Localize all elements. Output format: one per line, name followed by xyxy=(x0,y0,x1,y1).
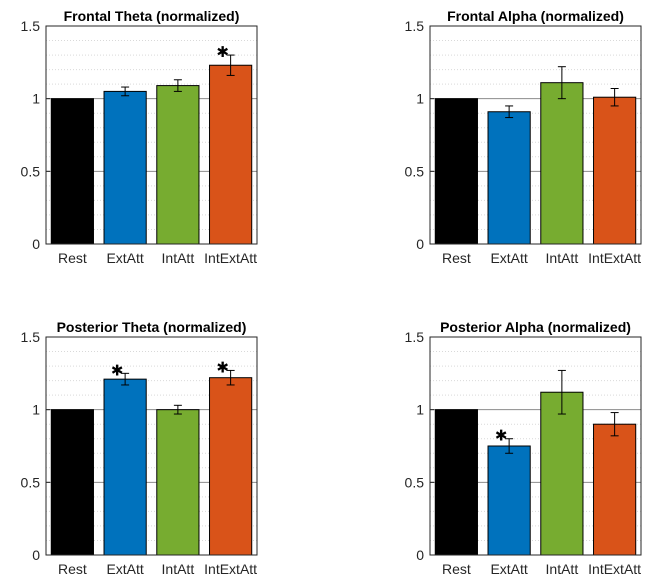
bar-intatt xyxy=(156,85,200,245)
x-tick-label: Rest xyxy=(442,250,471,266)
chart-title: Posterior Alpha (normalized) xyxy=(440,319,631,335)
y-tick-label: 0 xyxy=(416,236,424,252)
axes-box xyxy=(45,336,258,556)
y-tick-label: 1.5 xyxy=(405,329,425,345)
bar-intatt xyxy=(156,409,200,556)
frontal-theta-panel: Rest ExtAtt IntAtt ✱ IntExtAtt 0 0.5 1 1.5 Fronta… xyxy=(21,8,258,266)
axes-box xyxy=(429,25,642,245)
x-tick-label: IntAtt xyxy=(546,561,579,577)
x-tick-label: IntAtt xyxy=(162,250,195,266)
y-tick-label: 0.5 xyxy=(21,163,41,179)
bar-rest xyxy=(50,409,94,556)
error-bar xyxy=(557,369,566,415)
y-tick-label: 1 xyxy=(416,402,424,418)
x-tick-label: Rest xyxy=(442,561,471,577)
x-tick-label: IntExtAtt xyxy=(204,561,257,577)
axes-box xyxy=(45,25,258,245)
posterior-theta-panel: Rest ✱ ExtAtt IntAtt ✱ IntExtAtt 0 0.5 1 1.5 Poste… xyxy=(21,319,258,577)
bar-rest xyxy=(434,409,478,556)
error-bar xyxy=(610,412,619,437)
error-bar xyxy=(610,87,619,107)
x-tick-label: Rest xyxy=(58,561,87,577)
bar-extatt xyxy=(487,445,531,556)
error-bar xyxy=(226,369,235,386)
bar-intextatt xyxy=(209,64,253,245)
error-bar xyxy=(173,79,182,92)
significance-star: ✱ xyxy=(216,43,229,61)
frontal-alpha-panel: Rest ExtAtt IntAtt IntExtAtt 0 0.5 1 1.5 Frontal… xyxy=(405,8,642,266)
bar-extatt xyxy=(103,90,147,245)
x-tick-label: IntAtt xyxy=(162,561,195,577)
y-tick-label: 1.5 xyxy=(21,329,41,345)
error-bar xyxy=(505,438,514,454)
y-tick-label: 0.5 xyxy=(21,474,41,490)
x-tick-label: Rest xyxy=(58,250,87,266)
bar-intextatt xyxy=(593,423,637,556)
x-tick-label: IntAtt xyxy=(546,250,579,266)
y-tick-label: 0 xyxy=(32,236,40,252)
error-bar xyxy=(557,66,566,100)
x-tick-label: ExtAtt xyxy=(490,561,527,577)
bar-extatt xyxy=(487,111,531,245)
x-tick-label: ExtAtt xyxy=(106,561,143,577)
y-tick-label: 1.5 xyxy=(21,18,41,34)
chart-title: Frontal Theta (normalized) xyxy=(64,8,240,24)
x-tick-label: IntExtAtt xyxy=(204,250,257,266)
x-tick-label: ExtAtt xyxy=(490,250,527,266)
posterior-alpha-panel: Rest ✱ ExtAtt IntAtt IntExtAtt 0 0.5 1 1.5 Poster… xyxy=(405,319,642,577)
x-tick-label: ExtAtt xyxy=(106,250,143,266)
chart-title: Frontal Alpha (normalized) xyxy=(447,8,624,24)
y-tick-label: 1.5 xyxy=(405,18,425,34)
bar-intatt xyxy=(540,391,584,556)
y-tick-label: 0 xyxy=(416,547,424,563)
bar-intatt xyxy=(540,82,584,245)
bar-intextatt xyxy=(209,377,253,556)
y-tick-label: 1 xyxy=(32,402,40,418)
y-tick-label: 1 xyxy=(32,91,40,107)
significance-star: ✱ xyxy=(495,427,508,445)
error-bar xyxy=(121,86,130,97)
y-tick-label: 0.5 xyxy=(405,474,425,490)
significance-star: ✱ xyxy=(111,361,124,379)
x-tick-label: IntExtAtt xyxy=(588,250,641,266)
bar-rest xyxy=(50,98,94,245)
error-bar xyxy=(121,372,130,386)
error-bar xyxy=(173,404,182,415)
y-tick-label: 0 xyxy=(32,547,40,563)
bar-intextatt xyxy=(593,96,637,245)
x-tick-label: IntExtAtt xyxy=(588,561,641,577)
chart-title: Posterior Theta (normalized) xyxy=(57,319,247,335)
bar-extatt xyxy=(103,378,147,556)
error-bar xyxy=(505,105,514,119)
bar-rest xyxy=(434,98,478,245)
y-tick-label: 1 xyxy=(416,91,424,107)
axes-box xyxy=(429,336,642,556)
y-tick-label: 0.5 xyxy=(405,163,425,179)
error-bar xyxy=(226,54,235,76)
significance-star: ✱ xyxy=(216,358,229,376)
